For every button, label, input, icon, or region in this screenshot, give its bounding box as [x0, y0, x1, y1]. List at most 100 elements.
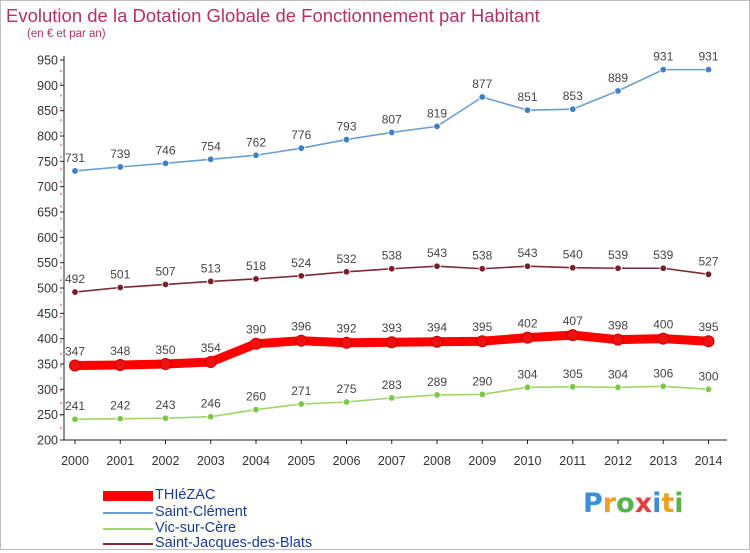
data-label: 877 — [472, 77, 492, 91]
data-point — [385, 336, 398, 349]
y-tick-label: 300 — [37, 383, 58, 397]
y-tick-label: 900 — [37, 79, 58, 93]
data-point — [250, 337, 262, 350]
legend-swatch — [103, 528, 153, 530]
data-point — [342, 135, 351, 144]
y-tick-label: 500 — [37, 282, 58, 296]
data-point — [116, 163, 124, 171]
y-tick-label: 550 — [37, 256, 58, 270]
data-label: 393 — [382, 321, 402, 335]
data-point — [252, 405, 260, 414]
data-point — [159, 358, 172, 370]
data-point — [523, 383, 532, 392]
data-point — [476, 335, 489, 348]
data-label: 931 — [698, 50, 718, 64]
data-label: 289 — [427, 375, 447, 389]
data-label: 819 — [427, 106, 447, 120]
data-point — [161, 159, 170, 168]
data-label: 394 — [427, 321, 447, 335]
x-tick-label: 2009 — [468, 454, 496, 468]
data-label: 538 — [472, 249, 492, 263]
data-point — [614, 264, 622, 272]
data-label: 524 — [291, 256, 311, 270]
data-label: 304 — [517, 367, 537, 381]
data-point — [71, 167, 79, 175]
legend-swatch — [103, 543, 153, 545]
data-label: 243 — [155, 398, 175, 412]
x-tick-label: 2006 — [333, 454, 361, 468]
data-point — [295, 334, 308, 347]
data-point — [69, 359, 81, 372]
data-label: 283 — [382, 378, 402, 392]
legend-label: Saint-Clément — [155, 504, 247, 520]
data-point — [431, 335, 443, 348]
x-tick-label: 2005 — [287, 454, 315, 468]
data-point — [114, 359, 127, 372]
data-point — [71, 415, 79, 423]
x-tick-label: 2014 — [695, 454, 723, 468]
y-tick-label: 850 — [37, 104, 58, 118]
data-point — [388, 265, 396, 273]
data-label: 246 — [201, 397, 221, 411]
data-point — [614, 87, 622, 95]
data-label: 931 — [653, 50, 673, 64]
data-point — [388, 128, 396, 137]
data-point — [207, 412, 215, 421]
data-label: 402 — [517, 317, 537, 331]
data-label: 241 — [65, 399, 85, 413]
data-label: 746 — [155, 143, 175, 157]
data-label: 853 — [563, 89, 583, 103]
legend-label: THIéZAC — [155, 487, 216, 503]
logo-letter: x — [634, 488, 653, 519]
logo-letter: t — [661, 488, 675, 519]
data-point — [478, 265, 486, 273]
data-label: 392 — [336, 322, 356, 336]
data-point — [204, 355, 217, 368]
y-tick-label: 200 — [37, 434, 58, 448]
data-point — [207, 277, 215, 286]
data-label: 395 — [698, 320, 718, 334]
data-point — [297, 272, 305, 280]
data-point — [433, 391, 441, 399]
data-point — [659, 382, 667, 390]
data-point — [207, 155, 215, 164]
data-label: 539 — [608, 248, 628, 262]
data-label: 540 — [563, 248, 583, 262]
data-label: 507 — [155, 264, 175, 278]
data-point — [702, 335, 715, 348]
data-label: 350 — [155, 343, 175, 357]
data-point — [659, 264, 667, 272]
data-label: 731 — [65, 151, 85, 165]
y-tick-label: 750 — [37, 155, 58, 169]
data-label: 527 — [698, 254, 718, 268]
data-point — [659, 65, 667, 74]
x-tick-label: 2000 — [61, 454, 89, 468]
data-point — [569, 383, 577, 391]
data-point — [433, 122, 441, 131]
x-tick-label: 2010 — [514, 454, 542, 468]
data-point — [704, 385, 713, 394]
data-label: 260 — [246, 390, 266, 404]
x-tick-label: 2001 — [106, 454, 134, 468]
data-label: 396 — [291, 320, 311, 334]
data-point — [252, 151, 260, 159]
data-label: 762 — [246, 135, 266, 149]
data-point — [569, 264, 577, 272]
y-tick-label: 800 — [37, 130, 58, 144]
data-point — [116, 415, 124, 423]
data-label: 889 — [608, 71, 628, 85]
data-point — [297, 144, 305, 152]
data-label: 538 — [382, 249, 402, 263]
data-label: 347 — [65, 345, 85, 359]
y-tick-label: 450 — [37, 307, 58, 321]
x-tick-label: 2003 — [197, 454, 225, 468]
logo-letter: i — [674, 488, 684, 519]
y-tick-label: 250 — [37, 408, 58, 422]
y-tick-label: 950 — [37, 54, 58, 68]
data-label: 543 — [517, 246, 537, 260]
data-point — [71, 288, 79, 296]
logo-letter: i — [652, 488, 662, 519]
x-tick-label: 2007 — [378, 454, 406, 468]
